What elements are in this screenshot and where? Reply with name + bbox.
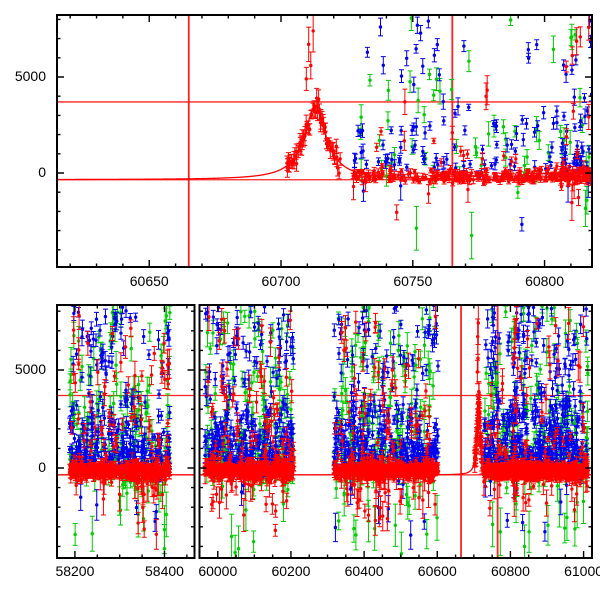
top-panel-canvas [0, 0, 600, 300]
bottom-panel-canvas [0, 300, 600, 600]
